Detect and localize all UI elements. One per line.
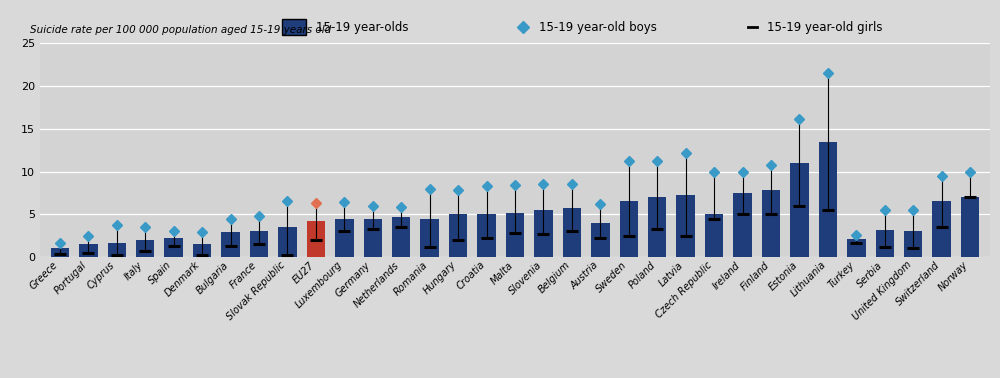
Text: Suicide rate per 100 000 population aged 15-19 years old: Suicide rate per 100 000 population aged… xyxy=(30,25,332,35)
FancyBboxPatch shape xyxy=(282,19,306,35)
Bar xyxy=(591,223,610,257)
Bar xyxy=(932,201,951,257)
Bar xyxy=(790,163,809,257)
Bar xyxy=(221,232,240,257)
Bar xyxy=(79,244,98,257)
Bar xyxy=(961,197,979,257)
Bar xyxy=(164,238,183,257)
Bar xyxy=(563,208,581,257)
Bar xyxy=(477,214,496,257)
Bar xyxy=(420,218,439,257)
Bar xyxy=(193,244,211,257)
Bar xyxy=(335,218,354,257)
Bar xyxy=(250,231,268,257)
Bar xyxy=(876,230,894,257)
Bar xyxy=(108,243,126,257)
Bar xyxy=(534,210,553,257)
Bar xyxy=(705,214,723,257)
Text: 15-19 year-olds: 15-19 year-olds xyxy=(316,21,408,34)
Bar xyxy=(819,142,837,257)
Bar xyxy=(278,227,297,257)
Bar xyxy=(676,195,695,257)
Bar xyxy=(762,191,780,257)
Text: 15-19 year-old girls: 15-19 year-old girls xyxy=(767,21,882,34)
Bar xyxy=(51,248,69,257)
Bar xyxy=(136,240,154,257)
Bar xyxy=(307,221,325,257)
Bar xyxy=(847,239,866,257)
Text: 15-19 year-old boys: 15-19 year-old boys xyxy=(539,21,657,34)
Bar xyxy=(392,217,410,257)
Bar xyxy=(506,212,524,257)
Bar xyxy=(733,193,752,257)
Bar xyxy=(364,218,382,257)
Bar xyxy=(648,197,666,257)
Bar xyxy=(620,201,638,257)
Bar xyxy=(904,231,922,257)
Bar xyxy=(449,214,467,257)
